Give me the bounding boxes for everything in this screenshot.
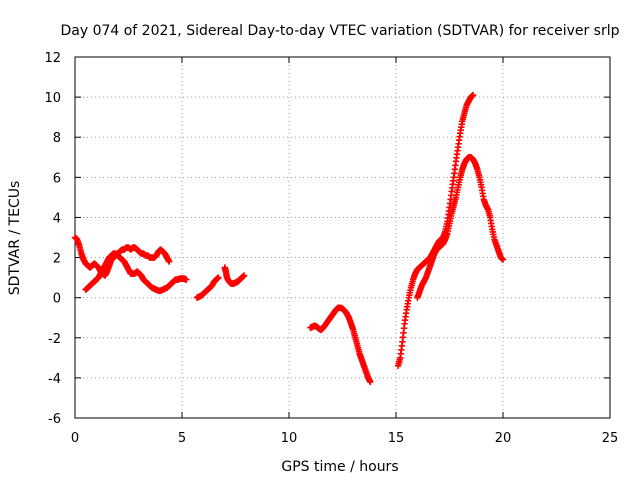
y-tick-label: -2 xyxy=(48,332,61,347)
chart-title: Day 074 of 2021, Sidereal Day-to-day VTE… xyxy=(60,23,619,39)
x-tick-label: 15 xyxy=(388,431,405,446)
data-point xyxy=(165,258,173,265)
x-tick-label: 0 xyxy=(71,431,79,446)
y-tick-label: 8 xyxy=(53,131,61,146)
series-arc-3 xyxy=(193,274,222,301)
y-tick-label: 2 xyxy=(53,252,61,267)
series-arc-2 xyxy=(82,250,190,294)
y-tick-label: 6 xyxy=(53,171,61,186)
y-axis-label: SDTVAR / TECUs xyxy=(7,181,23,296)
x-tick-label: 10 xyxy=(281,431,298,446)
data-point xyxy=(469,91,477,99)
data-point xyxy=(367,378,374,386)
axis-ticks: 0 5 10 15 20 25 -6 -4 -2 0 2 4 6 8 10 12 xyxy=(44,51,618,446)
data-point xyxy=(240,272,248,279)
grid xyxy=(75,57,610,418)
y-tick-label: 10 xyxy=(44,91,61,106)
data-point xyxy=(183,276,190,283)
data-point xyxy=(215,274,222,281)
y-tick-label: 0 xyxy=(53,292,61,307)
series-arc-6 xyxy=(394,91,477,370)
y-tick-label: -4 xyxy=(48,372,61,387)
y-tick-label: 4 xyxy=(53,211,61,226)
y-tick-label: -6 xyxy=(48,412,61,427)
x-tick-label: 5 xyxy=(178,431,186,446)
series-arc-4 xyxy=(221,264,248,287)
plot-frame xyxy=(74,56,611,419)
x-tick-label: 25 xyxy=(602,431,619,446)
data-marks xyxy=(71,91,507,386)
series-arc-1 xyxy=(71,234,173,279)
x-axis-label: GPS time / hours xyxy=(281,459,398,475)
x-tick-label: 20 xyxy=(495,431,512,446)
series-arc-5 xyxy=(307,304,374,386)
y-tick-label: 12 xyxy=(44,51,61,66)
series-arc-7 xyxy=(414,154,507,301)
data-point xyxy=(499,256,507,263)
